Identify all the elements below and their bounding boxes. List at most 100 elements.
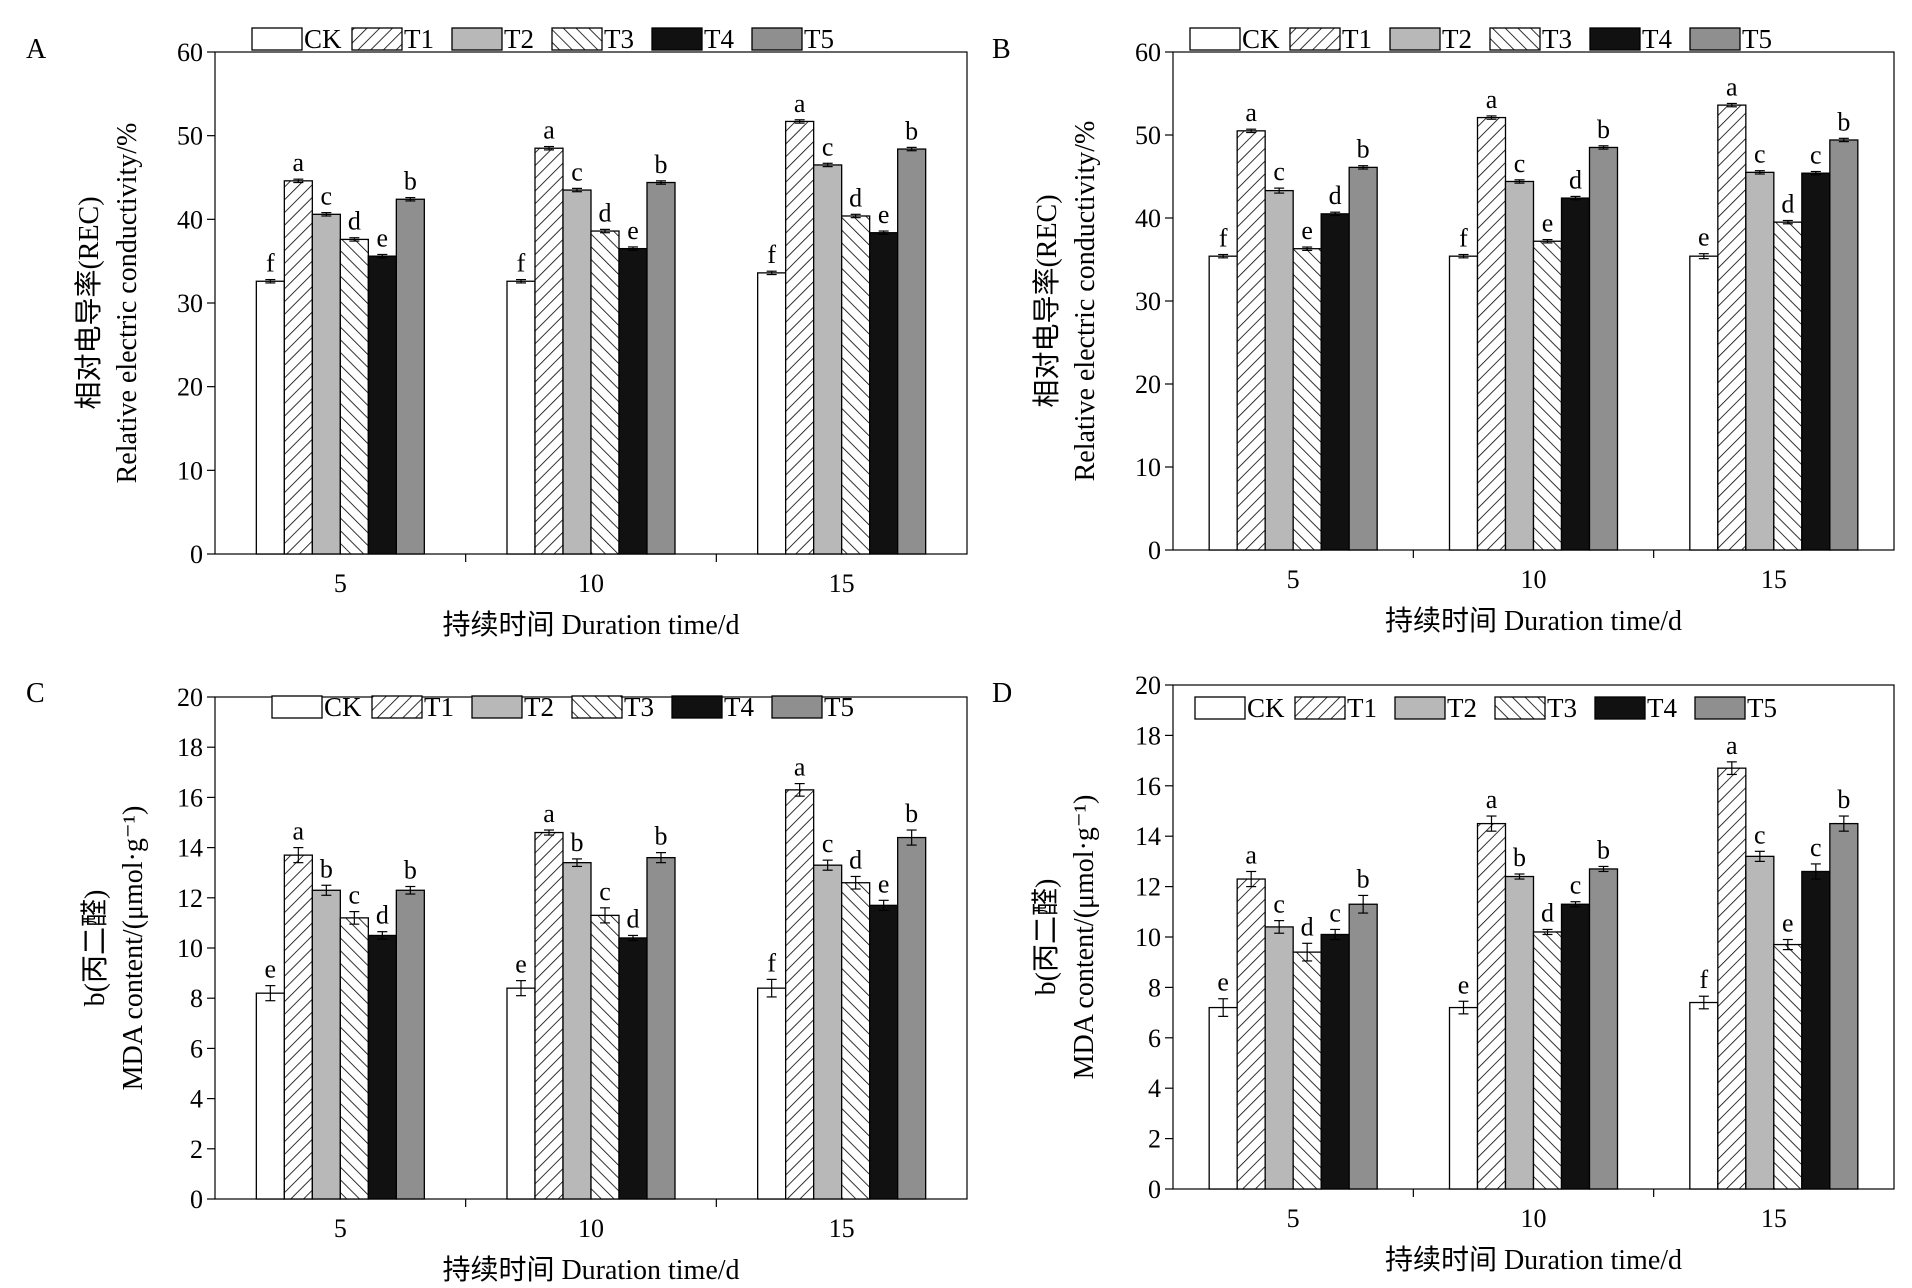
significance-label: e: [878, 869, 890, 898]
significance-label: a: [293, 817, 305, 846]
y-tick-label: 0: [190, 1185, 203, 1214]
bar-T3: [339, 917, 369, 1200]
significance-label: c: [599, 877, 611, 906]
y-tick-label: 12: [177, 884, 203, 913]
significance-label: f: [266, 249, 275, 278]
significance-label: f: [767, 948, 776, 977]
significance-label: d: [348, 207, 361, 236]
legend-swatch-T5: [771, 695, 823, 719]
bar-CK: [255, 992, 285, 1200]
significance-label: f: [1699, 965, 1708, 994]
significance-label: c: [1754, 140, 1766, 169]
bar-T5: [897, 836, 927, 1200]
bar-T2: [813, 864, 843, 1200]
significance-label: b: [1597, 835, 1610, 864]
significance-label: a: [794, 753, 806, 782]
y-tick-label: 20: [1135, 671, 1161, 700]
y-tick-label: 10: [1135, 453, 1161, 482]
x-tick-label: 15: [1761, 565, 1787, 594]
legend-label: T5: [804, 24, 834, 54]
y-tick-label: 10: [1135, 923, 1161, 952]
bar-CK: [1208, 255, 1238, 551]
legend-label: T1: [404, 24, 434, 54]
panel-C: C 0 2 4 6 8 10 12 14 16 18 20 b(丙二醛) MDA content/(μmo…: [26, 678, 968, 1286]
bar-CK: [1689, 1001, 1719, 1190]
bar-T4: [1801, 870, 1831, 1190]
legend-label: T5: [824, 692, 854, 722]
bar-T2: [1264, 926, 1294, 1190]
bar-T2: [1264, 189, 1294, 551]
y-tick-label: 8: [190, 984, 203, 1013]
significance-label: c: [822, 829, 834, 858]
bar-T3: [841, 882, 871, 1200]
bar-T5: [1348, 166, 1378, 551]
y-tick-label: 20: [1135, 370, 1161, 399]
bar-T5: [646, 856, 676, 1200]
legend-swatch-T5: [1694, 696, 1746, 720]
legend-swatch-CK: [1189, 27, 1241, 51]
bar-T3: [1773, 943, 1803, 1190]
bar-T4: [1320, 933, 1350, 1190]
significance-label: f: [517, 249, 526, 278]
y-tick-label: 18: [177, 733, 203, 762]
bar-T1: [534, 831, 564, 1200]
y-axis-label-en: MDA content/(μmol·g⁻¹): [118, 806, 149, 1091]
bar-T4: [1801, 172, 1831, 551]
y-tick-label: 16: [177, 783, 203, 812]
significance-label: d: [849, 845, 862, 874]
legend-label: T5: [1747, 693, 1777, 723]
bar-T5: [897, 148, 927, 555]
bar-T1: [1476, 116, 1507, 551]
legend-swatch-T4: [651, 27, 703, 51]
significance-label: d: [1781, 189, 1794, 218]
y-tick-label: 12: [1135, 873, 1161, 902]
significance-label: e: [1698, 223, 1710, 252]
y-tick-label: 0: [1148, 1175, 1161, 1204]
legend-swatch-T2: [451, 27, 503, 51]
y-tick-label: 50: [1135, 121, 1161, 150]
x-tick-label: 10: [578, 1214, 604, 1243]
significance-label: b: [1597, 115, 1610, 144]
bar-T1: [1236, 130, 1266, 551]
significance-label: b: [905, 116, 918, 145]
significance-label: e: [515, 950, 527, 979]
significance-label: b: [1357, 135, 1370, 164]
y-tick-label: 40: [177, 205, 203, 234]
significance-label: a: [1486, 85, 1498, 114]
bar-T2: [1745, 855, 1775, 1190]
y-tick-label: 0: [1148, 536, 1161, 565]
significance-label: b: [1357, 864, 1370, 893]
x-tick-label: 15: [829, 569, 855, 598]
significance-label: b: [1837, 785, 1850, 814]
significance-label: c: [349, 881, 361, 910]
significance-label: d: [376, 901, 389, 930]
y-axis-label-zh: 相对电导率(REC): [73, 196, 105, 409]
bar-T1: [785, 789, 815, 1200]
bar-T1: [534, 147, 564, 555]
bar-T1: [1476, 822, 1507, 1190]
significance-label: c: [571, 157, 583, 186]
legend-swatch-T2: [1389, 27, 1441, 51]
significance-label: d: [599, 198, 612, 227]
x-tick-label: 10: [1521, 565, 1547, 594]
significance-label: a: [1726, 731, 1738, 760]
legend-label: T3: [1547, 693, 1577, 723]
legend-label: CK: [1247, 693, 1285, 723]
significance-label: b: [320, 854, 333, 883]
y-tick-label: 6: [190, 1034, 203, 1063]
bar-T1: [283, 180, 313, 555]
significance-label: d: [1329, 181, 1342, 210]
y-tick-label: 10: [177, 934, 203, 963]
significance-label: a: [293, 148, 305, 177]
bar-T3: [590, 914, 620, 1200]
y-tick-label: 10: [177, 456, 203, 485]
legend-label: CK: [304, 24, 342, 54]
x-axis-label: 持续时间 Duration time/d: [442, 609, 739, 641]
legend-label: T4: [704, 24, 734, 54]
significance-label: b: [1513, 843, 1526, 872]
bar-T5: [1829, 822, 1859, 1190]
significance-label: e: [1782, 909, 1794, 938]
bar-T3: [1532, 931, 1563, 1190]
y-tick-label: 20: [177, 683, 203, 712]
x-axis-label: 持续时间 Duration time/d: [1385, 605, 1682, 637]
